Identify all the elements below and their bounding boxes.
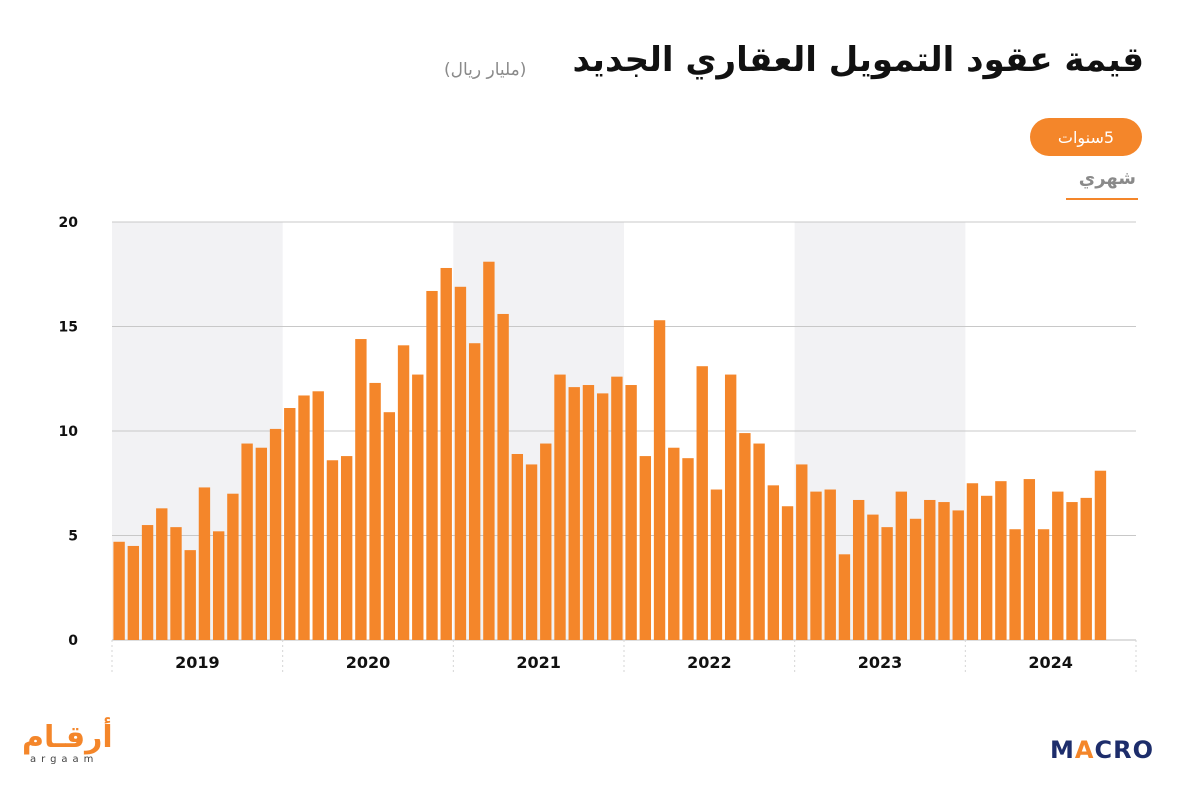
bar — [966, 483, 979, 640]
x-tick-label-2019: 2019 — [175, 653, 220, 672]
bar — [724, 374, 737, 640]
chart-title: قيمة عقود التمويل العقاري الجديد — [572, 40, 1144, 80]
bar — [895, 491, 908, 640]
bar — [1094, 470, 1107, 640]
bar — [995, 481, 1007, 640]
bar — [852, 499, 865, 640]
bar — [596, 393, 609, 640]
bar — [980, 495, 993, 640]
bar — [838, 554, 851, 640]
bar — [1009, 529, 1021, 640]
bar — [454, 286, 467, 640]
y-tick-label: 5 — [68, 529, 78, 545]
macro-logo-cro: CRO — [1094, 736, 1154, 764]
bar — [1037, 529, 1050, 640]
macro-logo-m: M — [1050, 736, 1075, 764]
bar — [554, 374, 566, 640]
bar — [653, 320, 666, 640]
bar — [397, 345, 410, 640]
bar — [668, 447, 680, 640]
tab-monthly[interactable]: شهري — [1066, 168, 1138, 200]
y-tick-label: 10 — [59, 424, 79, 440]
bar — [198, 487, 211, 640]
bar — [170, 527, 182, 640]
bar — [753, 443, 765, 640]
bar — [739, 433, 751, 640]
bar — [511, 453, 524, 640]
x-tick-label-2020: 2020 — [346, 653, 391, 672]
bar — [227, 493, 239, 640]
bar — [938, 502, 950, 640]
bar — [483, 261, 495, 640]
argaam-logo-latin: argaam — [30, 754, 99, 765]
bar — [682, 458, 694, 640]
y-tick-label: 0 — [68, 633, 78, 649]
bar — [611, 376, 623, 640]
bar — [156, 508, 168, 640]
bar-chart: 0 5 10 15 20 2019 2020 2021 2022 2023 2024 — [59, 215, 1137, 674]
bar — [113, 541, 125, 640]
bar — [426, 290, 438, 640]
bar — [582, 385, 595, 640]
macro-logo-a: A — [1074, 736, 1095, 764]
x-tick-label-2024: 2024 — [1028, 653, 1073, 672]
y-tick-label: 20 — [59, 215, 79, 231]
x-tick-label-2022: 2022 — [687, 653, 732, 672]
bar — [767, 485, 780, 640]
bar — [141, 525, 154, 640]
bar — [298, 395, 310, 640]
bar — [1080, 497, 1092, 640]
bar — [540, 443, 552, 640]
bar — [468, 343, 481, 640]
argaam-logo: أرقـام argaam — [22, 722, 142, 770]
bar — [369, 382, 381, 640]
bar — [312, 391, 324, 640]
bar — [184, 550, 196, 640]
bar — [625, 385, 637, 640]
bar — [269, 428, 282, 640]
bar — [241, 443, 253, 640]
bar — [127, 545, 140, 640]
bar — [781, 506, 794, 640]
bar — [810, 491, 822, 640]
bar — [355, 339, 367, 640]
macro-logo: MACRO — [1050, 736, 1154, 766]
x-tick-label-2021: 2021 — [516, 653, 561, 672]
unit-label: (مليار ريال) — [444, 60, 527, 80]
bar — [909, 518, 922, 640]
bar — [412, 374, 424, 640]
bar — [696, 366, 708, 640]
argaam-logo-arabic: أرقـام — [22, 720, 113, 755]
bar — [255, 447, 268, 640]
bar — [710, 489, 723, 640]
bar — [326, 460, 339, 640]
bar — [1066, 502, 1078, 640]
bar — [440, 267, 452, 640]
bar — [796, 464, 808, 640]
bar — [340, 456, 353, 640]
bar — [639, 456, 652, 640]
bar — [497, 313, 509, 640]
five-years-button[interactable]: 5سنوات — [1030, 118, 1142, 156]
bar — [383, 412, 396, 640]
y-tick-label: 15 — [59, 320, 78, 336]
bar — [568, 387, 580, 640]
bar — [525, 464, 538, 640]
bar — [881, 527, 893, 640]
bar — [867, 514, 879, 640]
bar — [1023, 479, 1036, 640]
bar — [284, 408, 296, 640]
bar — [924, 499, 936, 640]
bar — [212, 531, 225, 640]
bar — [1052, 491, 1064, 640]
x-tick-label-2023: 2023 — [858, 653, 903, 672]
bar — [824, 489, 836, 640]
bar — [952, 510, 964, 640]
